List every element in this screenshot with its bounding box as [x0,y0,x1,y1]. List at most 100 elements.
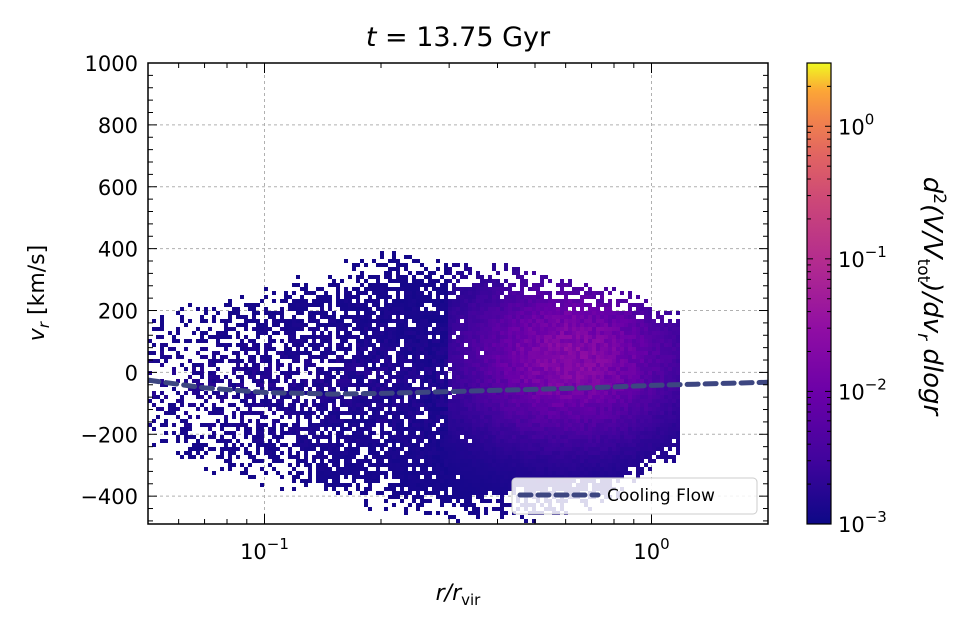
heatmap-cell [400,355,404,359]
heatmap-cell [336,483,340,487]
heatmap-cell [388,431,392,435]
heatmap-cell [296,427,300,431]
heatmap-cell [436,443,440,447]
heatmap-cell [512,323,516,327]
heatmap-cell [408,451,412,455]
heatmap-cell [324,299,328,303]
heatmap-cell [344,383,348,387]
heatmap-cell [376,407,380,411]
heatmap-cell [456,487,460,491]
heatmap-cell [604,363,608,367]
heatmap-cell [244,363,248,367]
heatmap-cell [608,395,612,399]
heatmap-cell [480,395,484,399]
heatmap-cell [308,463,312,467]
heatmap-cell [376,339,380,343]
heatmap-cell [336,479,340,483]
heatmap-cell [348,471,352,475]
heatmap-cell [464,443,468,447]
heatmap-cell [388,271,392,275]
heatmap-cell [612,375,616,379]
heatmap-cell [528,439,532,443]
heatmap-cell [388,327,392,331]
heatmap-cell [264,471,268,475]
heatmap-cell [368,315,372,319]
heatmap-cell [188,447,192,451]
heatmap-cell [632,403,636,407]
heatmap-cell [456,343,460,347]
heatmap-cell [432,467,436,471]
heatmap-cell [320,435,324,439]
heatmap-cell [584,359,588,363]
heatmap-cell [436,495,440,499]
heatmap-cell [604,319,608,323]
heatmap-cell [180,395,184,399]
heatmap-cell [392,467,396,471]
heatmap-cell [424,359,428,363]
heatmap-cell [316,303,320,307]
heatmap-cell [328,483,332,487]
heatmap-cell [604,391,608,395]
heatmap-cell [612,423,616,427]
heatmap-cell [612,415,616,419]
heatmap-cell [328,367,332,371]
heatmap-cell [532,323,536,327]
heatmap-cell [212,407,216,411]
heatmap-cell [528,347,532,351]
heatmap-cell [484,343,488,347]
heatmap-cell [468,347,472,351]
heatmap-cell [360,351,364,355]
heatmap-cell [508,371,512,375]
heatmap-cell [400,367,404,371]
heatmap-cell [368,355,372,359]
heatmap-cell [616,355,620,359]
heatmap-cell [376,455,380,459]
heatmap-cell [444,323,448,327]
heatmap-cell [416,503,420,507]
heatmap-cell [636,375,640,379]
heatmap-cell [304,427,308,431]
heatmap-cell [364,263,368,267]
heatmap-cell [576,323,580,327]
heatmap-cell [420,359,424,363]
heatmap-cell [484,323,488,327]
heatmap-cell [552,303,556,307]
heatmap-cell [460,287,464,291]
heatmap-cell [456,443,460,447]
heatmap-cell [608,455,612,459]
heatmap-cell [580,375,584,379]
heatmap-cell [620,375,624,379]
heatmap-cell [624,331,628,335]
heatmap-cell [456,419,460,423]
heatmap-cell [600,415,604,419]
heatmap-cell [552,299,556,303]
heatmap-cell [464,431,468,435]
heatmap-cell [260,299,264,303]
heatmap-cell [288,411,292,415]
heatmap-cell [604,407,608,411]
heatmap-cell [616,439,620,443]
heatmap-cell [216,311,220,315]
heatmap-cell [480,491,484,495]
heatmap-cell [416,427,420,431]
heatmap-cell [544,315,548,319]
heatmap-cell [628,367,632,371]
heatmap-cell [628,447,632,451]
heatmap-cell [428,379,432,383]
heatmap-cell [484,347,488,351]
heatmap-cell [192,443,196,447]
heatmap-cell [160,407,164,411]
heatmap-cell [584,415,588,419]
heatmap-cell [472,383,476,387]
heatmap-cell [460,459,464,463]
heatmap-cell [448,315,452,319]
heatmap-cell [364,439,368,443]
heatmap-cell [632,459,636,463]
heatmap-cell [388,355,392,359]
heatmap-cell [644,343,648,347]
heatmap-cell [344,463,348,467]
heatmap-cell [544,371,548,375]
heatmap-cell [496,443,500,447]
heatmap-cell [308,351,312,355]
heatmap-cell [628,439,632,443]
